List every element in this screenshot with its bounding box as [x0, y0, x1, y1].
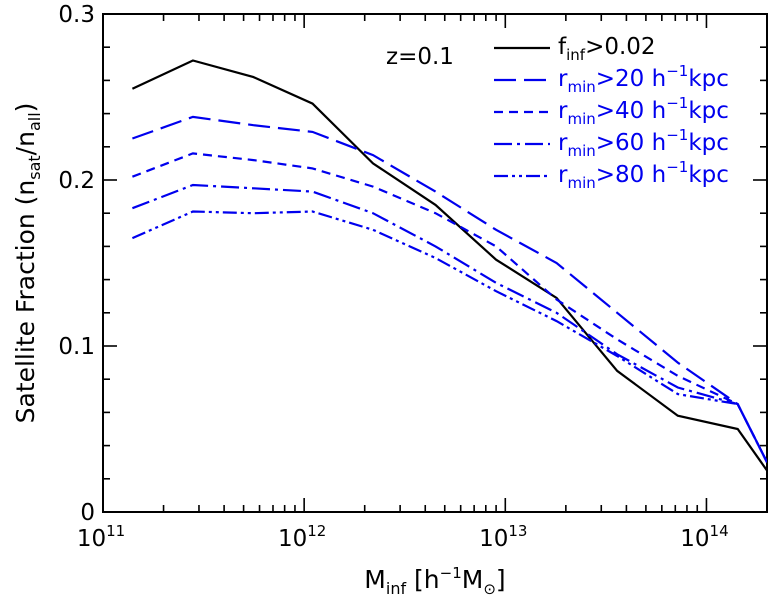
- y-tick-label: 0.2: [58, 168, 95, 194]
- x-tick-label: 1012: [278, 522, 326, 552]
- y-tick-label: 0.3: [58, 2, 95, 28]
- x-tick-label: 1011: [77, 522, 125, 552]
- y-tick-label: 0.1: [58, 334, 95, 360]
- y-tick-label: 0: [80, 500, 95, 526]
- legend-label-0: finf>0.02: [558, 34, 656, 64]
- legend-label-2: rmin>40 h−1kpc: [558, 94, 729, 128]
- redshift-annotation: z=0.1: [386, 44, 454, 70]
- tick-group: [102, 13, 768, 513]
- plot-frame-group: [102, 13, 768, 513]
- x-tick-label: 1014: [680, 522, 728, 552]
- label-group: 0 0.1 0.2 0.3 1011 1012 1013 1014 Minf [h−1M⊙] Sa…: [11, 2, 729, 597]
- legend-label-3: rmin>60 h−1kpc: [558, 126, 729, 160]
- legend-label-4: rmin>80 h−1kpc: [558, 158, 729, 192]
- x-tick-label: 1013: [479, 522, 527, 552]
- legend-label-1: rmin>20 h−1kpc: [558, 62, 729, 96]
- series-line-3: [132, 183, 767, 463]
- series-line-2: [132, 152, 767, 463]
- series-group: [131, 59, 767, 472]
- plot-frame: [102, 13, 768, 513]
- y-axis-label: Satellite Fraction (nsat/nall): [11, 103, 44, 424]
- series-line-1: [132, 115, 767, 463]
- series-line-4: [131, 210, 767, 463]
- series-line-0: [131, 59, 767, 472]
- x-axis-label: Minf [h−1M⊙]: [364, 564, 505, 597]
